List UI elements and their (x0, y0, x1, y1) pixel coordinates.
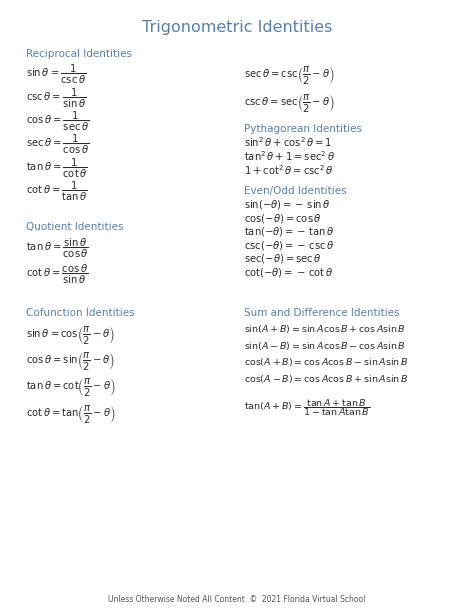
Text: $\csc(-\theta) =-\,\csc\theta$: $\csc(-\theta) =-\,\csc\theta$ (244, 238, 335, 252)
Text: $1+\cot^{2}\theta =\csc^{2}\theta$: $1+\cot^{2}\theta =\csc^{2}\theta$ (244, 164, 334, 177)
Text: $\cos(A-B) =\cos A\cos B+\sin A\sin B$: $\cos(A-B) =\cos A\cos B+\sin A\sin B$ (244, 373, 408, 385)
Text: $\csc\theta =\dfrac{1}{\sin\theta}$: $\csc\theta =\dfrac{1}{\sin\theta}$ (26, 86, 86, 110)
Text: $\cot\theta =\dfrac{1}{\tan\theta}$: $\cot\theta =\dfrac{1}{\tan\theta}$ (26, 180, 88, 203)
Text: $\sin(-\theta) =-\,\sin\theta$: $\sin(-\theta) =-\,\sin\theta$ (244, 198, 331, 211)
Text: Pythagorean Identities: Pythagorean Identities (244, 124, 362, 134)
Text: $\cos\theta =\sin\!\left(\dfrac{\pi}{2}-\theta\right)$: $\cos\theta =\sin\!\left(\dfrac{\pi}{2}-… (26, 350, 115, 372)
Text: $\tan\theta =\dfrac{1}{\cot\theta}$: $\tan\theta =\dfrac{1}{\cot\theta}$ (26, 156, 88, 180)
Text: Sum and Difference Identities: Sum and Difference Identities (244, 308, 400, 318)
Text: Unless Otherwise Noted All Content  ©  2021 Florida Virtual School: Unless Otherwise Noted All Content © 202… (109, 595, 365, 604)
Text: $\tan(A+B) =\dfrac{\tan A+\tan B}{1-\tan A\tan B}$: $\tan(A+B) =\dfrac{\tan A+\tan B}{1-\tan… (244, 397, 370, 417)
Text: $\sin(A-B) =\sin A\cos B-\cos A\sin B$: $\sin(A-B) =\sin A\cos B-\cos A\sin B$ (244, 340, 406, 352)
Text: $\sin^{2}\theta +\cos^{2}\theta =1$: $\sin^{2}\theta +\cos^{2}\theta =1$ (244, 135, 332, 149)
Text: $\tan\theta =\dfrac{\sin\theta}{\cos\theta}$: $\tan\theta =\dfrac{\sin\theta}{\cos\the… (26, 237, 89, 260)
Text: $\sec(-\theta) =\sec\theta$: $\sec(-\theta) =\sec\theta$ (244, 252, 322, 265)
Text: $\tan^{2}\theta +1 =\sec^{2}\theta$: $\tan^{2}\theta +1 =\sec^{2}\theta$ (244, 150, 335, 163)
Text: $\cot\theta =\tan\!\left(\dfrac{\pi}{2}-\theta\right)$: $\cot\theta =\tan\!\left(\dfrac{\pi}{2}-… (26, 403, 116, 425)
Text: $\tan(-\theta) =-\,\tan\theta$: $\tan(-\theta) =-\,\tan\theta$ (244, 225, 335, 238)
Text: $\cos(A+B) =\cos A\cos B-\sin A\sin B$: $\cos(A+B) =\cos A\cos B-\sin A\sin B$ (244, 356, 408, 368)
Text: $\cot(-\theta) =-\,\cot\theta$: $\cot(-\theta) =-\,\cot\theta$ (244, 265, 333, 279)
Text: Reciprocal Identities: Reciprocal Identities (26, 49, 132, 59)
Text: Trigonometric Identities: Trigonometric Identities (142, 20, 332, 35)
Text: $\sin(A+B) =\sin A\cos B+\cos A\sin B$: $\sin(A+B) =\sin A\cos B+\cos A\sin B$ (244, 323, 406, 335)
Text: Cofunction Identities: Cofunction Identities (26, 308, 135, 318)
Text: $\tan\theta =\cot\!\left(\dfrac{\pi}{2}-\theta\right)$: $\tan\theta =\cot\!\left(\dfrac{\pi}{2}-… (26, 376, 116, 398)
Text: $\sec\theta =\dfrac{1}{\cos\theta}$: $\sec\theta =\dfrac{1}{\cos\theta}$ (26, 133, 90, 156)
Text: $\cos\theta =\dfrac{1}{\sec\theta}$: $\cos\theta =\dfrac{1}{\sec\theta}$ (26, 110, 90, 133)
Text: $\cos(-\theta) =\cos\theta$: $\cos(-\theta) =\cos\theta$ (244, 211, 322, 225)
Text: $\sec\theta =\csc\!\left(\dfrac{\pi}{2}-\theta\right)$: $\sec\theta =\csc\!\left(\dfrac{\pi}{2}-… (244, 64, 335, 86)
Text: $\sin\theta =\dfrac{1}{\csc\theta}$: $\sin\theta =\dfrac{1}{\csc\theta}$ (26, 63, 86, 86)
Text: $\csc\theta =\sec\!\left(\dfrac{\pi}{2}-\theta\right)$: $\csc\theta =\sec\!\left(\dfrac{\pi}{2}-… (244, 92, 335, 114)
Text: Even/Odd Identities: Even/Odd Identities (244, 186, 347, 196)
Text: $\cot\theta =\dfrac{\cos\theta}{\sin\theta}$: $\cot\theta =\dfrac{\cos\theta}{\sin\the… (26, 262, 88, 286)
Text: $\sin\theta =\cos\!\left(\dfrac{\pi}{2}-\theta\right)$: $\sin\theta =\cos\!\left(\dfrac{\pi}{2}-… (26, 324, 115, 346)
Text: Quotient Identities: Quotient Identities (26, 222, 124, 232)
